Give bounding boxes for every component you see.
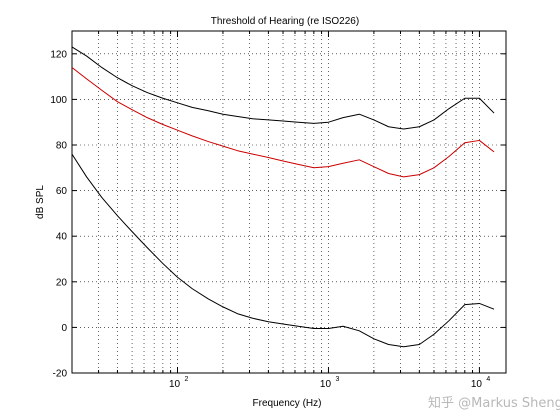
plot-frame xyxy=(71,30,507,374)
x-tick-label: 10 xyxy=(471,379,483,390)
ticks xyxy=(71,31,506,374)
x-tick-label: 10 xyxy=(320,379,332,390)
x-tick-label-exponent: 3 xyxy=(335,376,339,383)
y-axis-label: dB SPL xyxy=(35,185,46,219)
x-tick-label-exponent: 2 xyxy=(185,376,189,383)
grid xyxy=(71,31,506,374)
y-tick-label: 120 xyxy=(50,49,67,60)
series-group xyxy=(71,46,495,348)
series-line-1 xyxy=(71,46,495,130)
series-line-2 xyxy=(71,67,495,178)
watermark: 知乎 @Markus Sheng xyxy=(428,395,560,411)
x-axis-label: Frequency (Hz) xyxy=(253,398,322,409)
series-line-3 xyxy=(71,153,495,348)
y-tick-label: 80 xyxy=(56,141,68,152)
y-tick-label: 40 xyxy=(56,232,68,243)
y-tick-label: 20 xyxy=(56,277,68,288)
chart-title: Threshold of Hearing (re ISO226) xyxy=(211,16,359,27)
y-tick-label: 60 xyxy=(56,186,68,197)
x-tick-label-exponent: 4 xyxy=(486,376,490,383)
x-tick-labels: 10 2 10 3 10 4 xyxy=(169,376,490,390)
x-tick-label: 10 xyxy=(169,379,181,390)
y-tick-label: 0 xyxy=(61,323,67,334)
y-tick-labels: -20 0 20 40 60 80 100 120 xyxy=(50,49,67,379)
y-tick-label: -20 xyxy=(53,369,68,380)
y-tick-label: 100 xyxy=(50,95,67,106)
